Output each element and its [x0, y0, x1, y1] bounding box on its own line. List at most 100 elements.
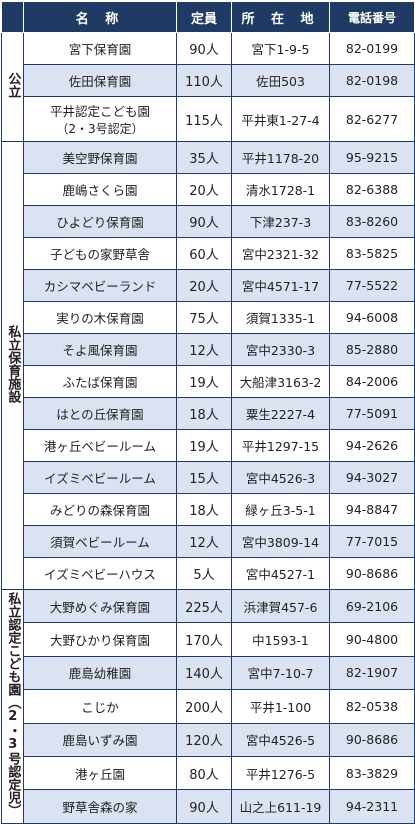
header-category: [1, 1, 24, 33]
phone-cell: 77-5522: [329, 269, 415, 302]
table-row: 平井認定こども園 （2・3号認定） 115人 平井東1-27-4 82-6277: [2, 96, 415, 142]
phone-cell: 82-1907: [329, 655, 415, 691]
facility-name: 美空野保育園: [23, 141, 177, 174]
facility-name: はとの丘保育園: [23, 397, 177, 430]
header-name: 名 称: [23, 1, 177, 33]
address-cell: 宮中7-10-7: [231, 655, 330, 691]
phone-cell: 83-8260: [329, 205, 415, 238]
address-cell: 宮中4571-17: [231, 269, 330, 302]
facility-name: 実りの木保育園: [23, 301, 177, 334]
table-row: 須賀ベビールーム 12人 宮中3809-14 77-7015: [2, 525, 415, 558]
category-label: 公立: [1, 32, 24, 142]
facility-name-text: 大野めぐみ保育園: [49, 599, 151, 615]
address-cell: 平井1178-20: [231, 141, 330, 174]
table-row: 港ヶ丘ベビールーム 19人 平井1297-15 94-2626: [2, 429, 415, 462]
facility-name: 平井認定こども園 （2・3号認定）: [23, 96, 177, 142]
capacity-cell: 200人: [176, 689, 232, 724]
category-label-text: 私立認定こども園（2・3号認定児）: [5, 592, 21, 817]
table-row: 大野ひかり保育園 170人 中1593-1 90-4800: [2, 622, 415, 657]
facility-name-text: 須賀ベビールーム: [50, 535, 150, 550]
facility-name: ひよどり保育園: [23, 205, 177, 238]
facility-name: カシマベビーランド: [23, 269, 177, 302]
facility-name: イズミベビーハウス: [23, 557, 177, 590]
phone-cell: 94-2626: [329, 429, 415, 462]
capacity-cell: 140人: [176, 655, 232, 691]
table-row: カシマベビーランド 20人 宮中4571-17 77-5522: [2, 269, 415, 302]
address-cell: 宮中3809-14: [231, 525, 330, 558]
header-capacity: 定員: [176, 1, 232, 33]
facility-name-text: 港ヶ丘ベビールーム: [43, 439, 157, 454]
address-cell: 宮中4527-1: [231, 557, 330, 590]
address-cell: 平井1276-5: [231, 755, 330, 791]
address-cell: 清水1728-1: [231, 173, 330, 206]
address-cell: 佐田503: [231, 64, 330, 97]
facility-name-text: 子どもの家野草舎: [49, 247, 150, 262]
address-cell: 須賀1335-1: [231, 301, 330, 334]
capacity-cell: 35人: [176, 141, 232, 174]
table-row: はとの丘保育園 18人 粟生2227-4 77-5091: [2, 397, 415, 430]
table-row: 実りの木保育園 75人 須賀1335-1 94-6008: [2, 301, 415, 334]
facility-name: 佐田保育園: [23, 64, 177, 97]
phone-cell: 94-8847: [329, 493, 415, 526]
table-row: 佐田保育園 110人 佐田503 82-0198: [2, 64, 415, 97]
phone-cell: 90-8686: [329, 722, 415, 757]
address-cell: 宮下1-9-5: [231, 32, 330, 65]
capacity-cell: 90人: [176, 789, 232, 824]
address-cell: 宮中4526-3: [231, 461, 330, 494]
facility-name: そよ風保育園: [23, 333, 177, 366]
header-phone: 電話番号: [329, 1, 415, 33]
phone-cell: 83-5825: [329, 237, 415, 270]
phone-cell: 69-2106: [329, 588, 415, 624]
table-row: 公立 宮下保育園 90人 宮下1-9-5 82-0199: [1, 32, 415, 142]
table-row: 鹿島幼稚園 140人 宮中7-10-7 82-1907: [2, 655, 415, 691]
address-cell: 中1593-1: [231, 622, 330, 657]
facility-name-text: 実りの木保育園: [56, 311, 144, 326]
category-label: 私立保育施設: [1, 141, 24, 590]
facility-name: 鹿島いずみ園: [23, 722, 177, 757]
table-row: 私立保育施設 美空野保育園 35人 平井1178-20 95-9215: [1, 141, 415, 590]
facility-name: みどりの森保育園: [23, 493, 177, 526]
phone-cell: 77-5091: [329, 397, 415, 430]
phone-cell: 85-2880: [329, 333, 415, 366]
address-cell: 浜津賀457-6: [231, 588, 330, 624]
phone-cell: 90-4800: [329, 622, 415, 657]
facility-name: 鹿島幼稚園: [23, 655, 177, 691]
category-label-text: 私立保育施設: [5, 324, 21, 403]
table-row: 港ヶ丘園 80人 平井1276-5 83-3829: [2, 755, 415, 791]
capacity-cell: 18人: [176, 397, 232, 430]
capacity-cell: 80人: [176, 755, 232, 791]
facility-name-text: そよ風保育園: [62, 343, 138, 358]
facility-name-text: 野草舎森の家: [62, 799, 138, 815]
capacity-cell: 20人: [176, 269, 232, 302]
capacity-cell: 90人: [176, 205, 232, 238]
facility-name-text: 宮下保育園: [68, 42, 132, 57]
phone-cell: 82-0198: [329, 64, 415, 97]
facility-name: 須賀ベビールーム: [23, 525, 177, 558]
capacity-cell: 12人: [176, 525, 232, 558]
capacity-cell: 75人: [176, 301, 232, 334]
table-row: こじか 200人 平井1-100 82-0538: [2, 689, 415, 724]
capacity-cell: 115人: [176, 96, 232, 142]
address-cell: 緑ヶ丘3-5-1: [231, 493, 330, 526]
facility-name-text: 鹿島いずみ園: [62, 733, 138, 749]
phone-cell: 82-0199: [329, 32, 415, 65]
facility-name: 宮下保育園: [23, 32, 177, 65]
facility-name: 港ヶ丘ベビールーム: [23, 429, 177, 462]
capacity-cell: 20人: [176, 173, 232, 206]
facility-name-text: 港ヶ丘園: [74, 766, 125, 782]
facility-name: 大野めぐみ保育園: [23, 588, 177, 624]
facility-name-text: みどりの森保育園: [49, 503, 150, 518]
address-cell: 平井1297-15: [231, 429, 330, 462]
address-cell: 平井東1-27-4: [231, 96, 330, 142]
facility-name: 野草舎森の家: [23, 789, 177, 824]
phone-cell: 82-0538: [329, 689, 415, 724]
facility-name: イズミベビールーム: [23, 461, 177, 494]
capacity-cell: 19人: [176, 429, 232, 462]
facility-name: ふたば保育園: [23, 365, 177, 398]
facility-name-text: ひよどり保育園: [56, 215, 144, 230]
table-row: 子どもの家野草舎 60人 宮中2321-32 83-5825: [2, 237, 415, 270]
table-row: イズミベビールーム 15人 宮中4526-3 94-3027: [2, 461, 415, 494]
facility-name-text: 大野ひかり保育園: [49, 633, 150, 649]
table-row: 私立認定こども園（2・3号認定児） 大野めぐみ保育園 225人 浜津賀457-6 69-…: [1, 588, 415, 824]
